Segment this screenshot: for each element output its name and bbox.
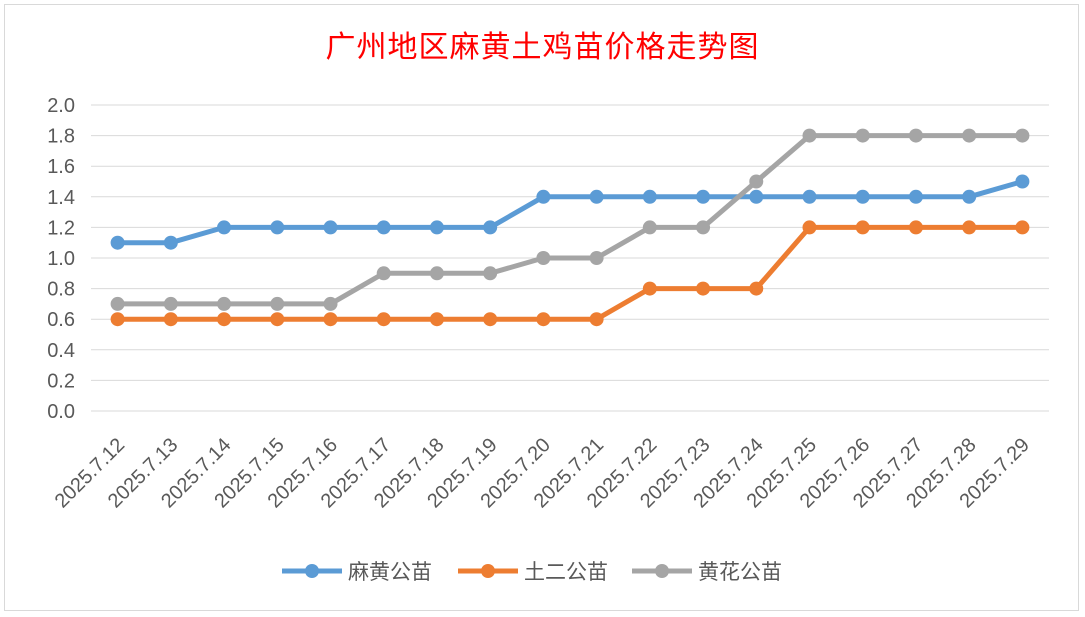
data-point [696, 220, 711, 235]
y-axis-ticks: 0.0 0.2 0.4 0.6 0.8 1.0 1.2 1.4 1.6 1.8 2.0 [47, 95, 75, 423]
series-line [115, 179, 1025, 246]
series-line [115, 133, 1025, 307]
legend-label: 麻黄公苗 [348, 560, 432, 584]
data-point [855, 128, 870, 143]
data-point [802, 220, 817, 235]
data-point [163, 235, 178, 250]
y-tick-label: 0.6 [47, 309, 75, 331]
data-point [483, 312, 498, 327]
data-point [483, 220, 498, 235]
data-point [1015, 128, 1030, 143]
legend-label: 黄花公苗 [698, 560, 782, 584]
data-point [536, 312, 551, 327]
y-tick-label: 1.0 [47, 248, 75, 270]
data-point [855, 189, 870, 204]
y-tick-label: 1.6 [47, 156, 75, 178]
data-point [536, 189, 551, 204]
data-point [217, 312, 232, 327]
data-point [642, 281, 657, 296]
chart-title: 广州地区麻黄土鸡苗价格走势图 [325, 30, 760, 65]
legend-item: 麻黄公苗 [282, 560, 432, 584]
x-axis-ticks: 2025.7.122025.7.132025.7.142025.7.152025… [51, 434, 1034, 512]
data-point [270, 296, 285, 311]
legend-marker [655, 564, 669, 578]
series-lines [110, 128, 1030, 327]
y-tick-label: 0.2 [47, 370, 75, 392]
legend-label: 土二公苗 [524, 560, 608, 584]
data-point [855, 220, 870, 235]
data-point [323, 220, 338, 235]
data-point [749, 189, 764, 204]
y-tick-label: 0.0 [47, 401, 75, 423]
data-point [589, 251, 604, 265]
series-2 [110, 220, 1030, 327]
data-point [376, 312, 391, 327]
data-point [696, 189, 711, 204]
data-point [908, 189, 923, 204]
legend-marker [481, 564, 495, 578]
y-tick-label: 2.0 [47, 95, 75, 117]
data-point [642, 220, 657, 235]
data-point [429, 220, 444, 235]
y-tick-label: 0.8 [47, 279, 75, 301]
legend: 麻黄公苗 土二公苗 黄花公苗 [282, 560, 782, 584]
data-point [110, 312, 125, 327]
data-point [749, 281, 764, 296]
data-point [217, 296, 232, 311]
y-tick-label: 0.4 [47, 340, 75, 362]
data-point [1015, 174, 1030, 189]
data-point [483, 266, 498, 281]
data-point [323, 296, 338, 311]
data-point [110, 296, 125, 311]
legend-marker [305, 564, 319, 578]
y-tick-label: 1.2 [47, 217, 75, 239]
data-point [536, 251, 551, 265]
data-point [270, 220, 285, 235]
data-point [163, 312, 178, 327]
data-point [962, 189, 977, 204]
data-point [270, 312, 285, 327]
data-point [908, 128, 923, 143]
data-point [589, 312, 604, 327]
legend-item: 黄花公苗 [632, 560, 782, 584]
series-1 [110, 174, 1030, 250]
data-point [802, 189, 817, 204]
data-point [962, 128, 977, 143]
data-point [429, 266, 444, 281]
data-point [376, 220, 391, 235]
data-point [696, 281, 711, 296]
y-tick-label: 1.8 [47, 126, 75, 148]
data-point [749, 174, 764, 189]
data-point [642, 189, 657, 204]
data-point [110, 235, 125, 250]
series-3 [110, 128, 1030, 311]
legend-item: 土二公苗 [458, 560, 608, 584]
data-point [802, 128, 817, 143]
y-tick-label: 1.4 [47, 187, 75, 209]
data-point [217, 220, 232, 235]
data-point [163, 296, 178, 311]
data-point [908, 220, 923, 235]
data-point [323, 312, 338, 327]
data-point [376, 266, 391, 281]
data-point [429, 312, 444, 327]
series-line [115, 224, 1025, 322]
data-point [962, 220, 977, 235]
data-point [1015, 220, 1030, 235]
data-point [589, 189, 604, 204]
